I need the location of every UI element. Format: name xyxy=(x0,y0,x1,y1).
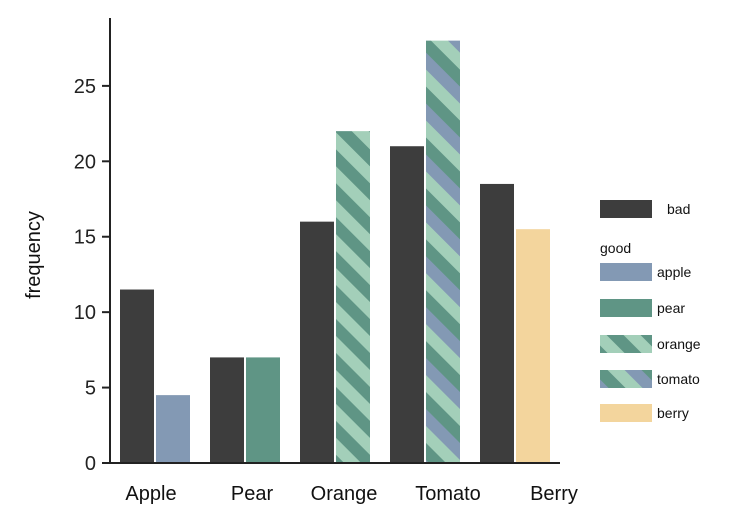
y-tick-label: 0 xyxy=(85,453,96,475)
x-tick-label-apple: Apple xyxy=(125,483,176,505)
legend: bad good apple pear orange tomato berry xyxy=(600,200,701,422)
y-tick-label: 25 xyxy=(74,76,96,98)
bar-bad-berry xyxy=(480,183,514,464)
y-tick-label: 20 xyxy=(74,151,96,173)
bar-good-tomato xyxy=(426,40,460,464)
legend-swatch-berry xyxy=(600,404,652,422)
bar-good-apple xyxy=(156,395,190,463)
legend-swatch-tomato xyxy=(600,370,652,388)
legend-label-orange: orange xyxy=(657,336,701,352)
legend-swatch-apple xyxy=(600,263,652,281)
legend-swatch-bad xyxy=(600,200,652,218)
legend-swatch-orange xyxy=(600,335,652,353)
legend-label-bad: bad xyxy=(667,201,690,217)
y-tick-label: 5 xyxy=(85,378,96,400)
legend-label-apple: apple xyxy=(657,264,691,280)
y-tick-label: 15 xyxy=(74,227,96,249)
y-tick-label: 10 xyxy=(74,302,96,324)
x-tick-label-pear: Pear xyxy=(231,483,274,505)
legend-swatch-pear xyxy=(600,299,652,317)
bars-group xyxy=(120,40,550,464)
y-ticks: 0 5 10 15 20 25 xyxy=(74,76,110,475)
bar-bad-apple xyxy=(120,289,154,463)
bar-good-pear xyxy=(246,357,280,463)
bar-bad-orange xyxy=(300,221,334,463)
x-tick-label-orange: Orange xyxy=(311,483,378,505)
x-tick-label-tomato: Tomato xyxy=(415,483,481,505)
x-tick-label-berry: Berry xyxy=(530,483,578,505)
bar-bad-pear xyxy=(210,357,244,463)
legend-title-good: good xyxy=(600,240,631,256)
x-tick-labels: Apple Pear Orange Tomato Berry xyxy=(125,483,577,505)
bar-bad-tomato xyxy=(390,146,424,463)
bar-good-orange xyxy=(336,131,370,463)
legend-label-tomato: tomato xyxy=(657,371,700,387)
y-axis-title: frequency xyxy=(23,211,45,299)
legend-label-berry: berry xyxy=(657,405,689,421)
legend-label-pear: pear xyxy=(657,300,685,316)
bar-good-berry xyxy=(516,229,550,463)
